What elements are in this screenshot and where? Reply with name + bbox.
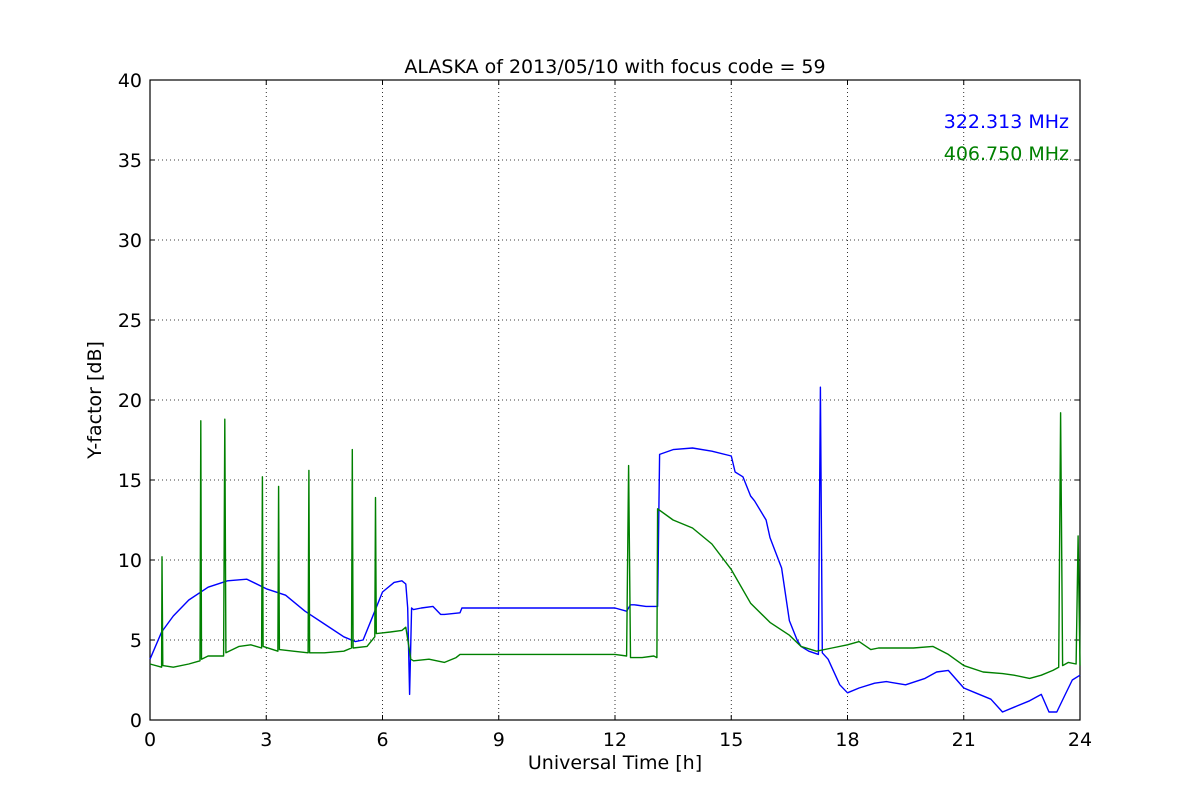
y-tick-label: 15 (118, 470, 142, 492)
x-tick-label: 15 (719, 729, 743, 751)
y-tick-label: 5 (130, 630, 142, 652)
y-tick-label: 20 (118, 390, 142, 412)
series-lines (149, 386, 1081, 713)
y-tick-label: 10 (118, 550, 142, 572)
y-tick-label: 30 (118, 230, 142, 252)
x-tick-label: 21 (952, 729, 976, 751)
series-line-1 (149, 386, 1081, 713)
legend: 322.313 MHz 406.750 MHz (944, 111, 1069, 165)
x-tick-label: 24 (1068, 729, 1092, 751)
x-tick-label: 12 (603, 729, 627, 751)
y-tick-label: 35 (118, 150, 142, 172)
x-tick-label: 9 (493, 729, 505, 751)
x-tick-label: 6 (376, 729, 388, 751)
y-axis-label: Y-factor [dB] (84, 341, 106, 460)
chart-title: ALASKA of 2013/05/10 with focus code = 5… (404, 56, 825, 78)
y-tick-label: 25 (118, 310, 142, 332)
grid-lines (150, 80, 1080, 720)
x-axis-label: Universal Time [h] (528, 752, 702, 774)
y-tick-label: 40 (118, 70, 142, 92)
series-line-2 (149, 412, 1081, 680)
legend-entry-1: 322.313 MHz (944, 111, 1069, 133)
legend-entry-2: 406.750 MHz (944, 143, 1069, 165)
x-tick-label: 0 (144, 729, 156, 751)
y-tick-label: 0 (130, 710, 142, 732)
x-tick-label: 18 (835, 729, 859, 751)
x-tick-label: 3 (260, 729, 272, 751)
axis-ticks: 0 3 6 9 12 15 18 21 24 0 5 10 15 20 25 30 35 40 (118, 70, 1092, 751)
